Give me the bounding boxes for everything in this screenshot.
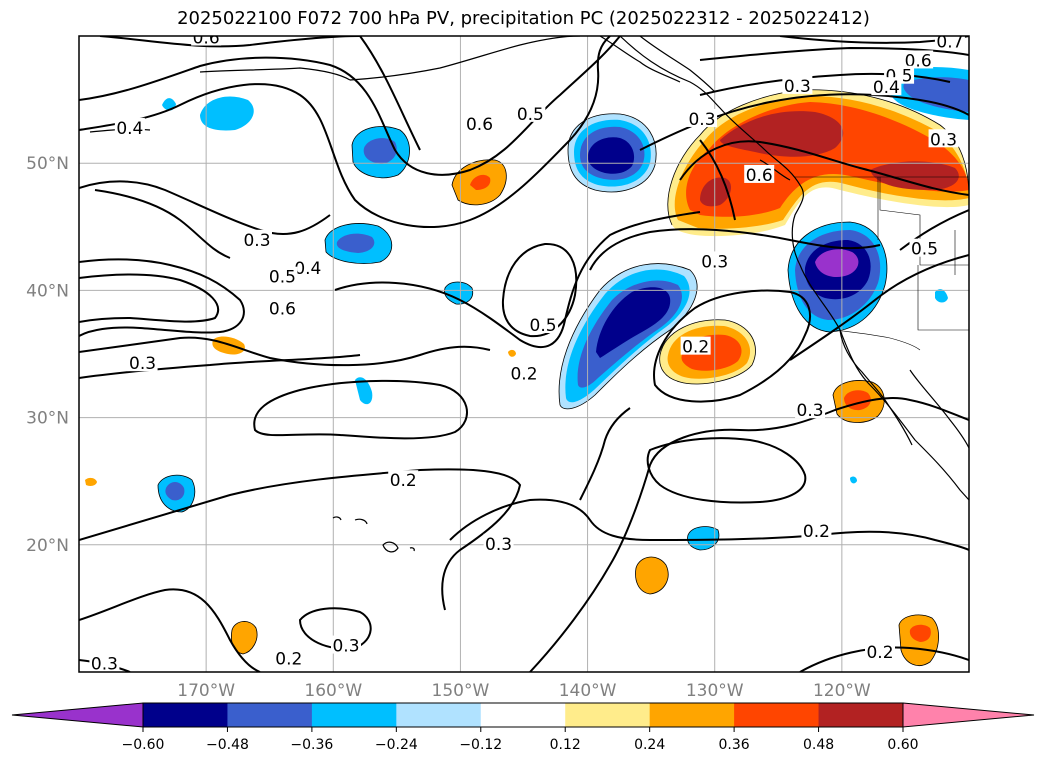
colorbar-tick-label: 0.12 [550,737,581,753]
contour-label: 0.5 [269,268,296,288]
contour-label-background [903,50,934,69]
contour-label: 0.2 [390,471,417,491]
contour-label: 0.3 [332,637,359,657]
colorbar-segment [480,703,566,727]
contour-label: 0.7 [936,32,963,52]
contour-label: 0.2 [510,364,537,384]
lon-tick-label: 140°W [559,681,617,701]
lon-tick-label: 120°W [813,681,871,701]
map-frame [78,35,970,673]
contour-label: 0.3 [784,77,811,97]
contour-label-background [680,336,711,355]
colorbar-segment [818,703,904,727]
contour-label-background [782,75,813,94]
contour-label: 0.3 [688,110,715,130]
contour-label-background [795,400,826,419]
contour-label: 0.2 [682,338,709,358]
contour-label: 0.2 [866,643,893,663]
contour-label: 0.2 [803,522,830,542]
contour-label-background [871,77,902,96]
contour-label: 0.3 [129,354,156,374]
colorbar: −0.60 −0.48 −0.36 −0.24 −0.12 0.12 0.24 0.36 0.4… [11,702,1035,753]
contour-label-background [865,641,895,660]
contour-label-background [191,36,222,46]
contour-label-background [699,251,730,270]
contour-label-background [331,635,361,654]
contour-label-background [127,353,158,372]
contour-label-background [242,229,272,248]
contour-label-background [515,103,546,122]
colorbar-extend-max [902,702,1035,728]
colorbar-frame [142,702,904,728]
contour-label: 0.6 [193,29,220,49]
contour-label-background [928,129,959,148]
contour-label-background [687,108,717,127]
contour-label-background [114,117,145,136]
pv-contours [79,36,969,672]
contour-label: 0.3 [243,231,270,251]
contour-label-background [464,114,495,133]
colorbar-tick-label: −0.36 [290,737,333,753]
contour-labels: 0.60.40.30.40.50.60.30.20.60.5 0.30.30.60… [89,29,965,674]
colorbar-tick-label: −0.60 [122,737,165,753]
lon-tick-label: 150°W [432,681,490,701]
colorbar-segment [311,703,397,727]
colorbar-tick-label: 0.24 [634,737,665,753]
lon-tick-label: 130°W [686,681,744,701]
latitude-labels: 50°N 40°N 30°N 20°N [26,154,69,556]
colorbar-segment [734,703,820,727]
colorbar-tick-label: −0.24 [375,737,418,753]
lat-tick-label: 30°N [26,409,69,429]
contour-label: 0.3 [701,252,728,272]
contour-label: 0.6 [466,115,493,135]
contour-label: 0.4 [873,78,900,98]
contour-label: 0.6 [746,166,773,186]
lat-tick-label: 40°N [26,281,69,301]
contour-label: 0.6 [269,299,296,319]
map-title: 2025022100 F072 700 hPa PV, precipitatio… [177,8,870,29]
colorbar-tick-label: 0.60 [887,737,918,753]
colorbar-tick-label: 0.36 [719,737,750,753]
longitude-labels: 170°W 160°W 150°W 140°W 130°W 120°W [177,681,871,701]
colorbar-tick-label: 0.48 [803,737,834,753]
contour-label: 0.4 [294,259,321,279]
colorbar-segment [396,703,482,727]
colorbar-segment [649,703,735,727]
contour-label-background [528,315,559,334]
contour-label: 0.3 [91,654,118,674]
contour-label-background [267,298,298,317]
contour-label-background [273,648,304,667]
colorbar-tick-label: −0.12 [459,737,502,753]
colorbar-extend-min [11,702,144,728]
lat-tick-label: 50°N [26,154,69,174]
contour-label-background [388,470,419,489]
contour-label: 0.3 [485,535,512,555]
contour-label-background [267,266,298,285]
contour-label: 0.4 [116,119,143,139]
lon-tick-label: 170°W [177,681,235,701]
contour-label: 0.2 [275,649,302,669]
contour-label: 0.3 [797,401,824,421]
lat-tick-label: 20°N [26,536,69,556]
contour-label-background [744,164,775,183]
contour-label: 0.3 [930,130,957,150]
contour-label-background [801,521,832,540]
coastlines [89,36,969,553]
contour-label-background [292,257,323,276]
contour-label-background [483,533,514,552]
contour-label-background [934,36,965,50]
contour-label-background [909,238,940,257]
colorbar-tick-label: −0.48 [206,737,249,753]
contour-label: 0.5 [517,105,544,125]
contour-label: 0.5 [530,316,557,336]
colorbar-segment [143,703,228,727]
contour-label-background [509,363,539,382]
colorbar-segment [565,703,651,727]
lon-tick-label: 160°W [304,681,362,701]
colorbar-segment [227,703,313,727]
contour-label-background [89,653,120,672]
contour-label: 0.5 [911,240,938,260]
